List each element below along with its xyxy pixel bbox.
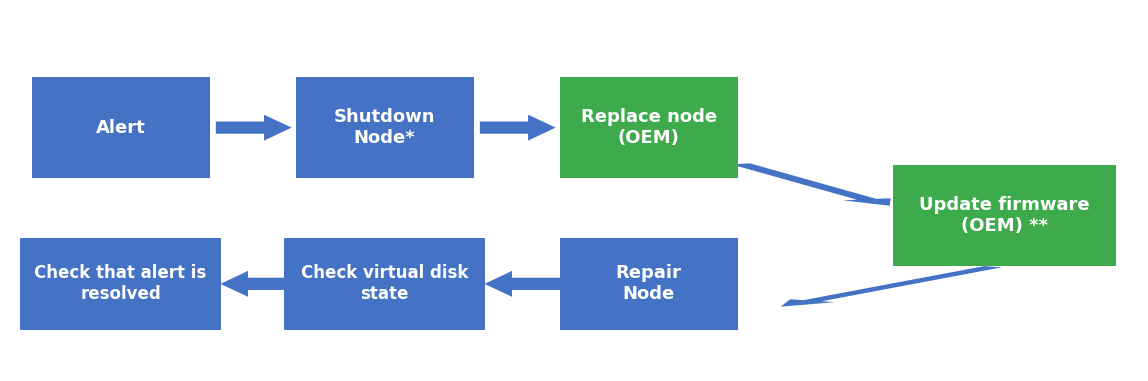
Text: Repair
Node: Repair Node: [615, 264, 682, 303]
Polygon shape: [781, 266, 1002, 307]
Polygon shape: [220, 271, 296, 297]
FancyBboxPatch shape: [21, 238, 220, 330]
Text: Check that alert is
resolved: Check that alert is resolved: [34, 264, 207, 303]
FancyBboxPatch shape: [893, 165, 1116, 266]
FancyBboxPatch shape: [296, 77, 473, 178]
FancyBboxPatch shape: [31, 77, 209, 178]
FancyBboxPatch shape: [285, 238, 484, 330]
Text: Shutdown
Node*: Shutdown Node*: [334, 108, 435, 147]
Polygon shape: [480, 115, 556, 141]
Text: Alert: Alert: [95, 118, 146, 137]
Text: Check virtual disk
state: Check virtual disk state: [301, 264, 468, 303]
Polygon shape: [484, 271, 560, 297]
FancyBboxPatch shape: [560, 238, 737, 330]
Polygon shape: [731, 163, 891, 206]
Polygon shape: [216, 115, 292, 141]
Text: Update firmware
(OEM) **: Update firmware (OEM) **: [920, 196, 1089, 235]
FancyBboxPatch shape: [560, 77, 737, 178]
Text: Replace node
(OEM): Replace node (OEM): [581, 108, 716, 147]
